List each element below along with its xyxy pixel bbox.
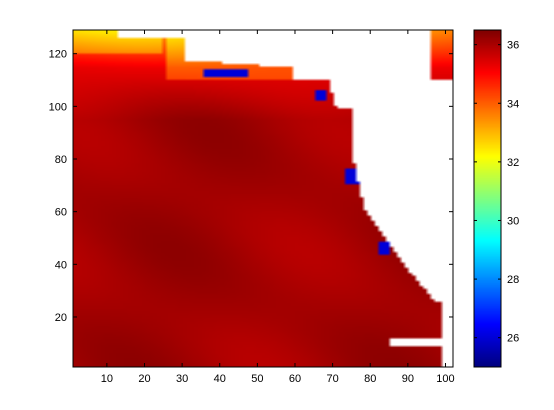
x-tick-label: 40 xyxy=(214,373,226,385)
y-tick-label: 20 xyxy=(55,312,67,324)
y-tick-label: 80 xyxy=(55,154,67,166)
y-tick-label: 100 xyxy=(49,101,67,113)
colorbar-tick-label: 32 xyxy=(507,157,519,169)
x-tick-label: 90 xyxy=(402,373,414,385)
y-tick-label: 60 xyxy=(55,207,67,219)
colorbar-frame xyxy=(473,29,502,368)
colorbar-tick-label: 34 xyxy=(507,98,519,110)
x-tick-label: 50 xyxy=(251,373,263,385)
colorbar-tick-label: 30 xyxy=(507,215,519,227)
colorbar xyxy=(474,30,501,367)
x-tick-label: 70 xyxy=(326,373,338,385)
heatmap-area xyxy=(73,30,453,367)
x-tick-label: 10 xyxy=(101,373,113,385)
axes: 10 20 30 40 50 60 70 80 90 100 20 40 60 80 100 120 26 28 3… xyxy=(49,29,519,385)
y-tick-label: 120 xyxy=(49,49,67,61)
y-tick-label: 40 xyxy=(55,259,67,271)
x-tick-label: 60 xyxy=(289,373,301,385)
colorbar-tick-label: 36 xyxy=(507,40,519,52)
colorbar-tick-label: 28 xyxy=(507,274,519,286)
x-tick-label: 100 xyxy=(436,373,454,385)
colorbar-gradient xyxy=(474,30,501,367)
heatmap-image xyxy=(73,30,453,367)
x-tick-label: 20 xyxy=(138,373,150,385)
colorbar-tick-label: 26 xyxy=(507,333,519,345)
x-tick-label: 30 xyxy=(176,373,188,385)
plot-frame xyxy=(72,29,454,368)
x-tick-label: 80 xyxy=(364,373,376,385)
